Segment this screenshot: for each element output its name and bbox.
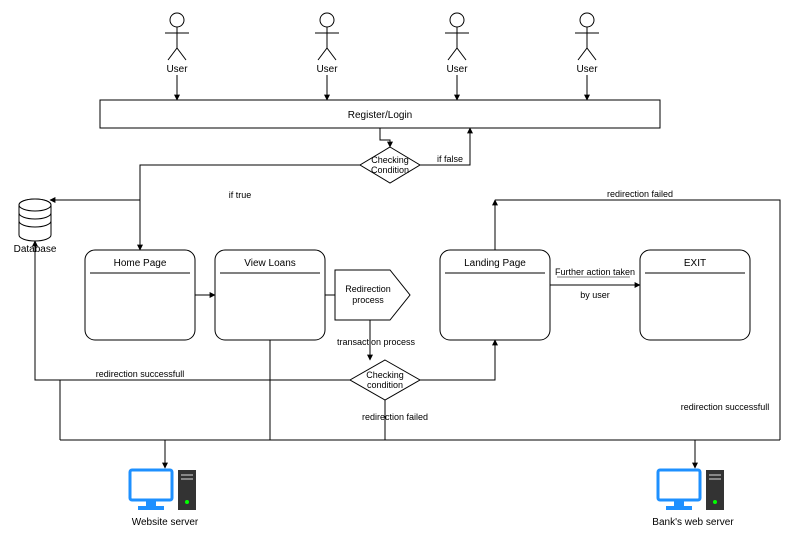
txn-label: transaction process (337, 337, 416, 347)
webserver-label: Website server (132, 517, 199, 528)
bankserver-label: Bank's web server (652, 517, 734, 528)
home-label: Home Page (114, 258, 167, 269)
redirfail-top-label: redirection failed (607, 189, 673, 199)
succ-left-label: redirection successfull (96, 369, 185, 379)
cond2-l2: condition (367, 380, 403, 390)
user1-label: User (166, 64, 188, 75)
exit-label: EXIT (684, 258, 706, 269)
actor-user-3: User (445, 13, 469, 75)
register-label: Register/Login (348, 110, 412, 121)
node-home: Home Page (85, 250, 195, 340)
succ-right-label: redirection successfull (681, 402, 770, 412)
node-landing: Landing Page (440, 250, 550, 340)
node-webserver: Website server (130, 470, 199, 528)
actor-user-4: User (575, 13, 599, 75)
node-exit: EXIT (640, 250, 750, 340)
actor-user-2: User (315, 13, 339, 75)
edge-register-cond1 (380, 128, 390, 147)
node-bankserver: Bank's web server (652, 470, 734, 528)
edge-cond2-landing (420, 340, 495, 380)
loans-label: View Loans (244, 258, 296, 269)
redir-l1: Redirection (345, 284, 391, 294)
landing-label: Landing Page (464, 258, 526, 269)
cond1-l2: Condition (371, 165, 409, 175)
cond2-l1: Checking (366, 370, 404, 380)
user4-label: User (576, 64, 598, 75)
cond1-l1: Checking (371, 155, 409, 165)
redir-l2: process (352, 295, 384, 305)
node-redir: Redirection process (335, 270, 410, 320)
redirfail-bot-label: redirection failed (362, 412, 428, 422)
byuser-label: by user (580, 290, 610, 300)
iffalse-label: if false (437, 154, 463, 164)
node-loans: View Loans (215, 250, 325, 340)
actor-user-1: User (165, 13, 189, 75)
edge-cond1-database (50, 165, 360, 200)
user3-label: User (446, 64, 468, 75)
further-label: Further action taken (555, 267, 635, 277)
user2-label: User (316, 64, 338, 75)
iftrue-label: if true (229, 190, 252, 200)
